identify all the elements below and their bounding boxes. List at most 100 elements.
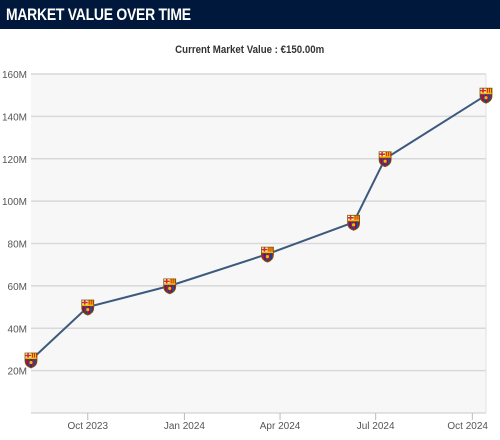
crest-stripe bbox=[84, 306, 86, 316]
crest-stripe bbox=[167, 284, 169, 294]
crest-stripe bbox=[91, 306, 93, 316]
y-tick-label: 140M bbox=[2, 112, 27, 123]
crest-stripe bbox=[481, 94, 483, 104]
y-tick-label: 160M bbox=[2, 70, 27, 81]
crest-senyera-stripe bbox=[92, 300, 94, 306]
crest-stripe bbox=[380, 157, 382, 167]
crest-outline bbox=[479, 87, 493, 104]
crest-stripe bbox=[170, 284, 173, 294]
crest-outline bbox=[378, 151, 392, 168]
header-bar: MARKET VALUE OVER TIME bbox=[0, 0, 500, 29]
y-tick-label: 20M bbox=[8, 367, 27, 378]
crest-stripe bbox=[348, 221, 350, 231]
crest-senyera-stripe bbox=[487, 88, 488, 94]
x-tick-label: Oct 2024 bbox=[447, 421, 488, 432]
crest-stripe bbox=[82, 306, 85, 316]
x-tick-label: Jan 2024 bbox=[164, 421, 206, 432]
crest-stripe bbox=[349, 221, 352, 231]
crest-stripe bbox=[351, 221, 353, 231]
crest-outline bbox=[347, 214, 360, 231]
crest-senyera-stripe bbox=[34, 353, 35, 359]
crest-outline bbox=[261, 246, 274, 263]
crest-ball bbox=[484, 96, 488, 100]
crest-band bbox=[25, 357, 37, 360]
crest-stripe bbox=[88, 306, 91, 316]
crest-stripe bbox=[263, 253, 266, 263]
crest-senyera-stripe bbox=[90, 300, 92, 306]
x-tick-label: Jul 2024 bbox=[357, 421, 395, 432]
crest-ball bbox=[383, 159, 387, 163]
y-tick-label: 40M bbox=[8, 324, 27, 335]
crest-senyera-stripe bbox=[354, 215, 356, 221]
fc-barcelona-crest-icon bbox=[163, 278, 177, 295]
current-market-value-text: Current Market Value : €150.00m bbox=[175, 44, 325, 56]
crest-stripe bbox=[173, 284, 175, 294]
crest-stripes bbox=[25, 353, 37, 369]
crest-senyera-stripe bbox=[32, 353, 33, 359]
crest-stripe bbox=[488, 94, 490, 104]
crest-stripe bbox=[90, 306, 92, 316]
crest-ball bbox=[86, 307, 90, 312]
crest-ball bbox=[168, 286, 172, 290]
grid-lines bbox=[31, 73, 486, 372]
crest-cross-h bbox=[261, 248, 268, 251]
crest-stripe bbox=[27, 359, 29, 369]
crest-senyera-stripe bbox=[174, 278, 176, 284]
crest-stripe bbox=[482, 94, 484, 104]
crest-band bbox=[480, 92, 492, 95]
crest-stripe bbox=[489, 94, 491, 104]
crest-stripe bbox=[265, 253, 267, 263]
crest-senyera-stripe bbox=[358, 215, 360, 221]
y-tick-label: 60M bbox=[8, 282, 27, 293]
crest-stripe bbox=[34, 359, 36, 369]
fc-barcelona-crest-icon bbox=[24, 352, 38, 369]
crest-stripe bbox=[85, 306, 87, 316]
crest-senyera-stripe bbox=[88, 300, 90, 306]
x-axis: Oct 2023 Jan 2024 Apr 2024 Jul 2024 Oct 2024 bbox=[31, 74, 488, 432]
crest-stripe bbox=[164, 284, 167, 294]
fc-barcelona-crest-icon bbox=[261, 246, 274, 263]
crest-senyera-stripe bbox=[491, 88, 492, 94]
crest-stripe bbox=[32, 359, 34, 369]
crest-band bbox=[163, 283, 176, 285]
crest-stripe bbox=[387, 157, 389, 167]
section-title: MARKET VALUE OVER TIME bbox=[6, 5, 191, 24]
crest-outline bbox=[163, 278, 177, 295]
crest-senyera-stripe bbox=[390, 151, 392, 157]
fc-barcelona-crest-icon bbox=[347, 214, 360, 231]
crest-senyera-stripe bbox=[388, 151, 390, 157]
crest-stripe bbox=[357, 221, 359, 231]
crest-cross-h bbox=[480, 89, 486, 92]
crest-senyera-stripe bbox=[386, 151, 388, 157]
crest-senyera-stripe bbox=[170, 278, 172, 284]
crest-stripe bbox=[271, 253, 273, 263]
crest-stripe bbox=[382, 157, 384, 167]
crest-cross-h bbox=[347, 217, 354, 219]
x-tick-label: Oct 2023 bbox=[67, 421, 108, 432]
crest-stripe bbox=[172, 284, 174, 294]
crest-cross-h bbox=[25, 354, 31, 357]
crest-senyera-stripe bbox=[172, 278, 174, 284]
crest-band bbox=[347, 219, 360, 222]
crest-band bbox=[379, 156, 392, 158]
crest-stripe bbox=[483, 94, 485, 104]
crest-stripe bbox=[355, 221, 358, 231]
crest-ball bbox=[29, 360, 33, 365]
crest-stripe bbox=[487, 94, 489, 104]
crest-outline bbox=[81, 299, 95, 316]
crest-senyera-stripe bbox=[356, 215, 358, 221]
crest-senyera-stripe bbox=[489, 88, 490, 94]
crest-stripe bbox=[166, 284, 168, 294]
crest-stripe bbox=[381, 157, 383, 167]
y-tick-label: 80M bbox=[8, 240, 27, 251]
crest-senyera-stripe bbox=[270, 247, 272, 253]
crest-senyera-stripe bbox=[36, 353, 37, 359]
crest-senyera-stripe bbox=[272, 247, 274, 253]
crest-stripe bbox=[26, 359, 28, 369]
crest-stripe bbox=[262, 253, 264, 263]
crest-stripe bbox=[28, 359, 30, 369]
crest-ball bbox=[265, 254, 270, 259]
crest-cross-h bbox=[163, 280, 170, 283]
x-tick-label: Apr 2024 bbox=[260, 421, 301, 432]
